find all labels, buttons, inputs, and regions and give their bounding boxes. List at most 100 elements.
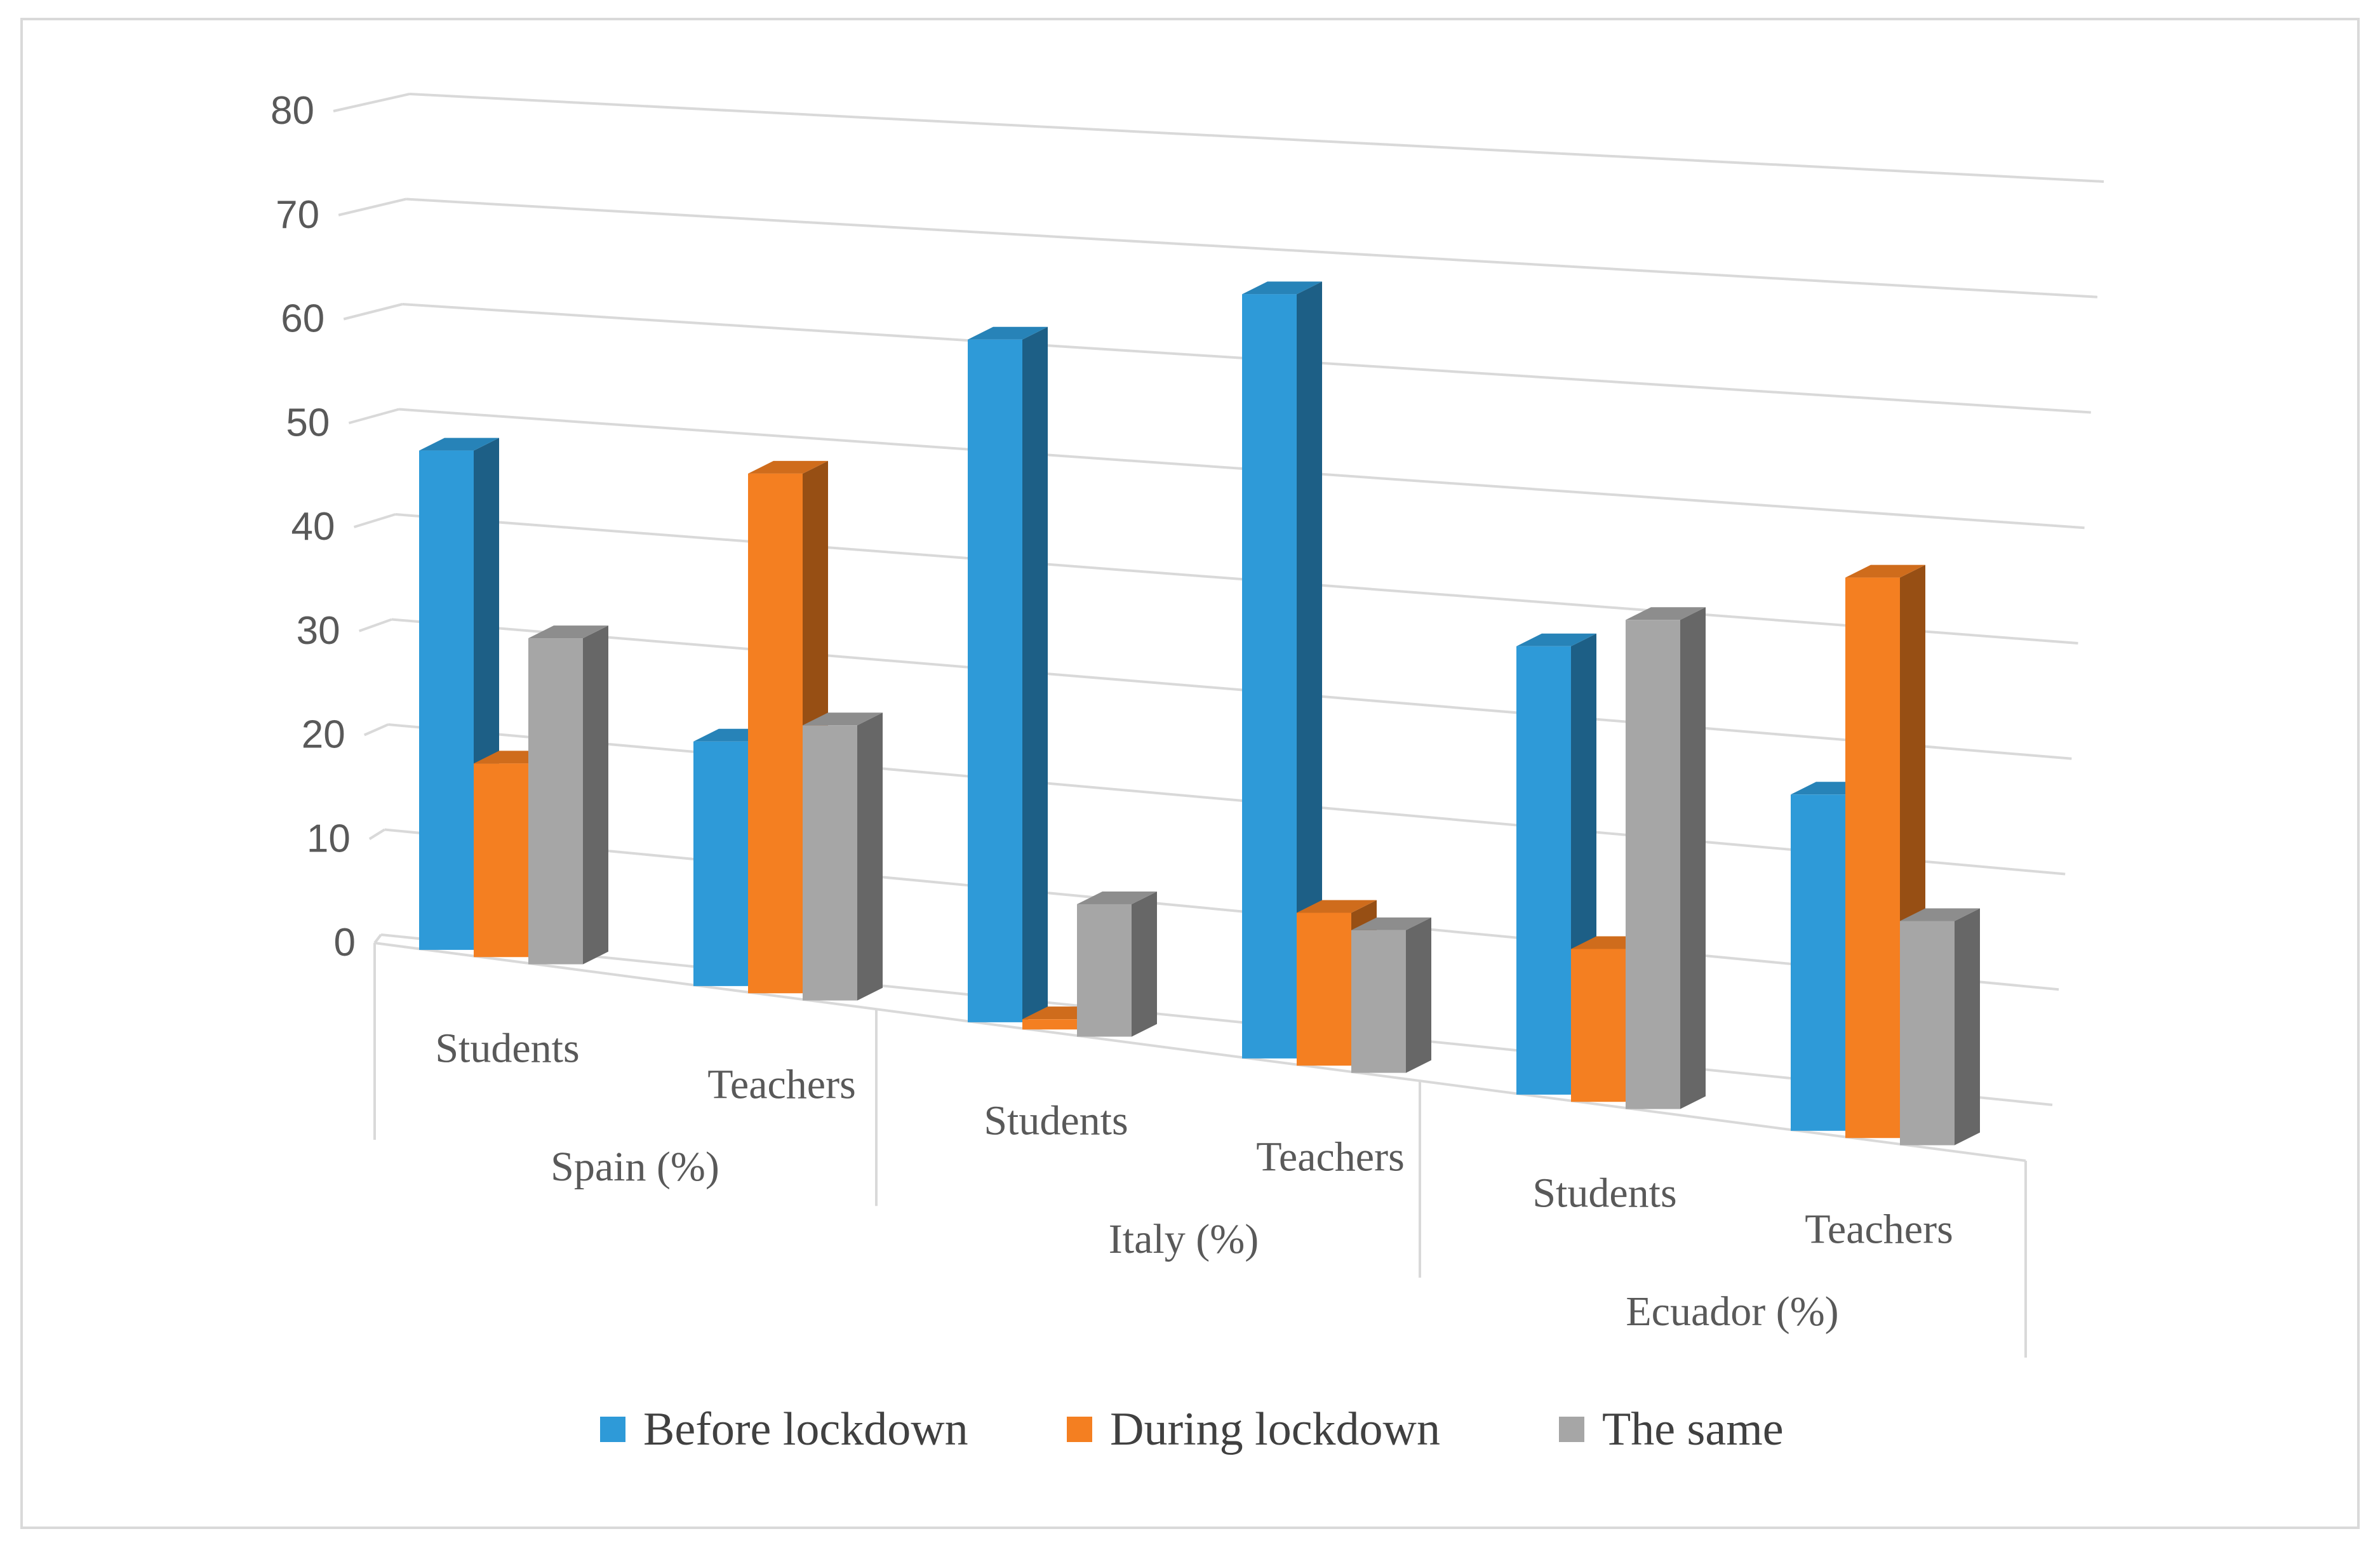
legend-swatch [600,1417,625,1442]
bar-top [803,712,883,726]
bar-the-same-2 [803,712,883,1001]
group-label: Ecuador (%) [1626,1288,1838,1335]
bar-top [1900,908,1980,921]
bar-front [1077,904,1132,1037]
bar-front [968,339,1022,1022]
bar-front [1845,577,1900,1139]
floor-edge-line [373,933,382,944]
bar-front [1297,912,1351,1066]
bar-front [1571,949,1626,1102]
gridline [380,933,2053,1106]
category-label: Teachers [707,1062,856,1108]
bar-side [1132,891,1157,1037]
bar-top [1077,891,1157,904]
legend-label: During lockdown [1110,1403,1440,1455]
legend-swatch [1067,1417,1092,1442]
x-axis-line [374,942,2026,1162]
bar-front [1516,646,1571,1095]
bar-top [528,625,608,639]
bar-side [1297,281,1322,1059]
bar-side [583,625,608,965]
bar-front [1242,294,1297,1059]
bar-side [1022,326,1048,1022]
bar-front [1351,930,1406,1073]
gridline-side [333,93,410,112]
bar-front [693,741,748,986]
bar-top [748,460,828,474]
group-label: Italy (%) [1109,1216,1259,1262]
gridline [391,618,2072,760]
gridline-side [368,828,385,840]
bar-top [419,438,499,451]
bar-top [1845,565,1925,578]
legend-item-before-lockdown: Before lockdown [600,1403,968,1455]
legend-label: The same [1602,1403,1784,1455]
gridline [406,197,2097,298]
bar-the-same-3 [1077,891,1157,1037]
gridline [395,513,2078,645]
bar-top [1242,281,1322,295]
axis-labels: 0 10 20 30 40 50 60 70 80 Students Teachers Spain (… [271,89,1953,1335]
y-tick-label: 40 [291,505,335,549]
legend-item-the-same: The same [1559,1403,1784,1455]
bar-side [857,712,883,1001]
gridline-side [358,618,392,632]
y-tick-label: 30 [297,609,340,653]
gridline [398,408,2085,530]
chart-border [20,18,2360,1529]
bar-front [419,450,474,950]
gridline-side [348,408,399,425]
bar-the-same-6 [1900,908,1980,1146]
bar-front [1626,620,1680,1109]
x-axis [373,933,2027,1358]
group-label: Spain (%) [551,1144,719,1190]
bar-top [968,326,1048,340]
category-label: Teachers [1256,1134,1405,1180]
gridline [388,723,2066,876]
legend-item-during-lockdown: During lockdown [1067,1403,1440,1455]
y-tick-label: 80 [271,89,314,133]
bar-top [1516,633,1596,646]
gridlines [333,93,2104,1106]
bar-before-lockdown-3 [968,326,1048,1022]
y-tick-label: 70 [276,193,319,237]
bar-front [1900,921,1955,1146]
gridline [409,93,2104,183]
bar-the-same-4 [1351,917,1431,1073]
y-tick-label: 20 [302,713,345,757]
bar-top [1351,917,1431,930]
bar-top [1626,607,1706,620]
y-tick-label: 0 [334,921,356,965]
gridline-side [343,303,403,321]
legend: Before lockdown During lockdown The same [600,1403,1784,1455]
legend-label: Before lockdown [643,1403,968,1455]
bar-front [1022,1019,1077,1030]
gridline-side [353,513,396,528]
category-label: Teachers [1805,1206,1953,1253]
category-label: Students [1532,1170,1676,1217]
bars [419,281,1980,1146]
bar-top [1297,900,1377,913]
bar-the-same-5 [1626,607,1706,1109]
bar-side [1680,607,1706,1109]
gridline [384,828,2059,991]
category-label: Students [435,1026,579,1072]
category-label: Students [984,1098,1128,1144]
legend-swatch [1559,1417,1584,1442]
bar-front [1791,794,1845,1131]
y-tick-label: 10 [307,817,351,860]
bar-before-lockdown-4 [1242,281,1322,1059]
bar-front [528,638,583,965]
bar-front [474,763,528,958]
gridline-side [363,723,389,737]
bar-front [748,473,803,994]
bar-side [1406,917,1431,1073]
bar-side [1955,908,1980,1146]
gridline-side [338,197,406,217]
bar-the-same-1 [528,625,608,965]
y-tick-label: 60 [281,297,324,341]
bar-front [803,725,857,1001]
y-tick-label: 50 [286,401,330,444]
